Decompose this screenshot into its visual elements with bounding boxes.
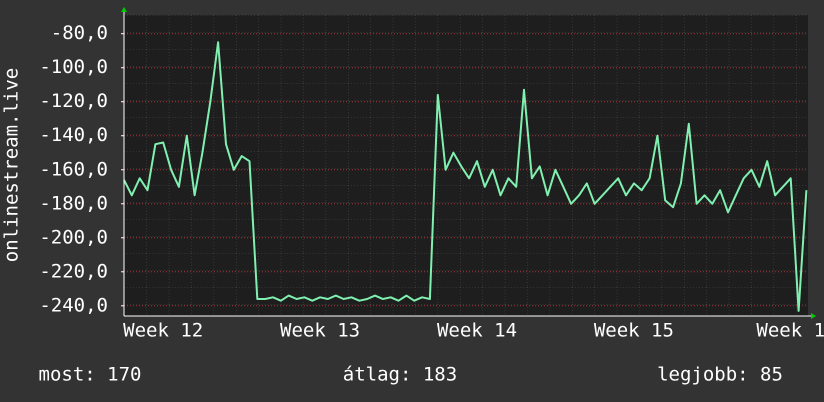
y-tick-label: -180,0	[39, 192, 108, 214]
y-tick-label: -240,0	[39, 294, 108, 316]
x-arrow	[811, 313, 816, 319]
x-tick-label: Week 13	[280, 320, 360, 342]
x-tick-label: Week 14	[437, 320, 517, 342]
y-axis-label: onlinestream.live	[1, 68, 23, 262]
y-tick-label: -140,0	[39, 124, 108, 146]
y-tick-label: -100,0	[39, 56, 108, 78]
x-tick-label: Week 12	[123, 320, 203, 342]
footer-current: most: 170	[39, 364, 142, 386]
y-tick-label: -220,0	[39, 260, 108, 282]
minor-grid	[124, 15, 808, 316]
x-tick-label: Week 15	[594, 320, 674, 342]
y-tick-label: -80,0	[51, 22, 108, 44]
y-tick-label: -120,0	[39, 90, 108, 112]
y-arrow	[121, 7, 127, 12]
y-tick-label: -160,0	[39, 158, 108, 180]
series-line	[123, 41, 808, 312]
x-tick-label: Week 1	[756, 320, 824, 342]
y-tick-label: -200,0	[39, 226, 108, 248]
footer-max: legjobb: 85	[657, 364, 783, 386]
footer-average: átlag: 183	[343, 364, 457, 386]
